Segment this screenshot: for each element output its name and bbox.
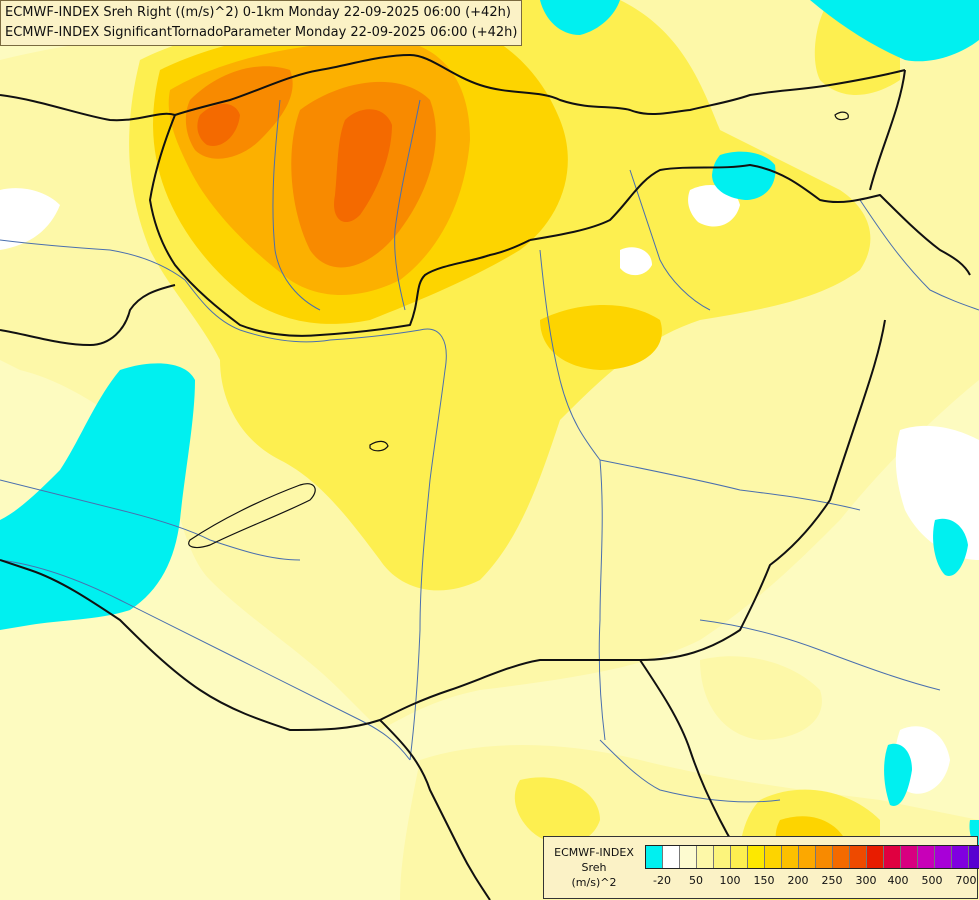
legend-tick-label: 200: [787, 874, 809, 887]
legend-tick-label: 500: [921, 874, 943, 887]
legend-tick-label: 50: [689, 874, 703, 887]
country-borders: [0, 54, 971, 900]
legend-swatch: [748, 846, 765, 868]
legend-tick-label: 700: [955, 874, 977, 887]
legend-title: ECMWF-INDEX Sreh (m/s)^2: [548, 845, 640, 890]
legend-swatch: [969, 846, 979, 868]
legend-swatches: [645, 845, 979, 869]
legend-tick-label: 100: [719, 874, 741, 887]
legend-swatch: [935, 846, 952, 868]
legend-swatch: [816, 846, 833, 868]
legend-swatch: [782, 846, 799, 868]
shading-dark-orange: [197, 103, 392, 223]
title-line-1: ECMWF-INDEX Sreh Right ((m/s)^2) 0-1km M…: [5, 5, 511, 20]
legend-swatch: [884, 846, 901, 868]
legend-tick-label: 250: [821, 874, 843, 887]
title-line-2: ECMWF-INDEX SignificantTornadoParameter …: [5, 25, 518, 40]
legend-swatch: [850, 846, 867, 868]
legend-title-line-2: Sreh: [581, 861, 607, 874]
legend-tick-label: 300: [855, 874, 877, 887]
legend-swatch: [731, 846, 748, 868]
legend-swatch: [646, 846, 663, 868]
lakes: [188, 111, 849, 549]
rivers: [0, 99, 979, 803]
legend-swatch: [697, 846, 714, 868]
legend-tick-label: 400: [887, 874, 909, 887]
legend-swatch: [799, 846, 816, 868]
legend-title-line-1: ECMWF-INDEX: [554, 846, 634, 859]
legend-tick-label: 150: [753, 874, 775, 887]
legend-tick-label: -20: [653, 874, 671, 887]
legend-swatch: [918, 846, 935, 868]
legend-title-line-3: (m/s)^2: [571, 876, 617, 889]
legend-swatch: [952, 846, 969, 868]
legend-swatch: [833, 846, 850, 868]
map-title-box: ECMWF-INDEX Sreh Right ((m/s)^2) 0-1km M…: [0, 0, 523, 46]
shading-cyan: [0, 0, 979, 850]
legend-swatch: [901, 846, 918, 868]
legend-swatch: [867, 846, 884, 868]
legend-swatch: [765, 846, 782, 868]
color-legend: ECMWF-INDEX Sreh (m/s)^2 -20 50 100 150 200 2…: [543, 836, 979, 899]
legend-swatch: [680, 846, 697, 868]
legend-swatch: [714, 846, 731, 868]
legend-swatch: [663, 846, 680, 868]
